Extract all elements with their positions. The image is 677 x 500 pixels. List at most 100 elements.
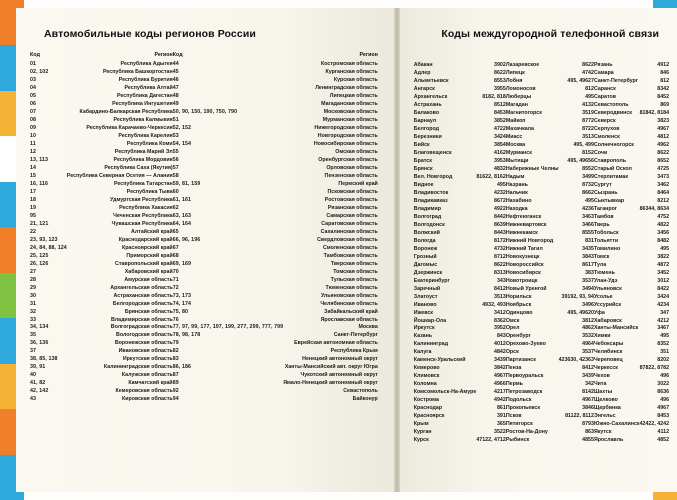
cell-phone-code: 4967: [494, 373, 506, 380]
cell-region: Республика Коми: [126, 140, 173, 147]
cell-code: 04: [30, 84, 37, 91]
cell-region: Республика Ингушетия: [112, 100, 173, 107]
cell-code: 62: [172, 204, 179, 211]
list-item: Смоленск 4812: [594, 134, 669, 143]
cell-phone-code: 3463: [582, 213, 594, 220]
cell-code: 33: [30, 316, 37, 323]
cell-city: Чехов: [593, 373, 610, 380]
cell-phone-code: 3499: [582, 173, 594, 180]
cell-phone-code: 3823: [657, 117, 670, 124]
list-item: Стерлитамак 3473: [594, 174, 669, 183]
cell-city: Нижневартовск: [505, 221, 547, 228]
table-row: 61, 161 Ростовская область: [173, 197, 380, 206]
list-item: Нижневартовск 3466: [505, 221, 594, 231]
cell-phone-code: 4212: [657, 317, 670, 324]
cell-code: 47: [172, 84, 179, 91]
cell-city: Пенза: [505, 365, 522, 372]
list-item: Березники 3424: [414, 134, 506, 143]
cell-code: 05: [30, 92, 37, 99]
cell-region: Приморский край: [126, 252, 173, 259]
cell-region: Челябинская область: [320, 300, 378, 307]
list-item: Каменск-Уральский 3439: [414, 358, 506, 366]
cell-city: Северск: [593, 117, 616, 124]
cell-region: Чувашская Республика: [111, 220, 173, 227]
cell-city: Уфа: [593, 309, 605, 316]
cell-code: 83: [172, 356, 179, 363]
cell-code: 02, 102: [30, 68, 49, 75]
cell-city: Братск: [413, 157, 432, 164]
list-item: Химки 495: [594, 334, 669, 342]
cell-city: Сыктывкар: [593, 197, 625, 204]
table-row: 16, 116 Республика Татарстан: [30, 181, 173, 190]
list-item: Тамбов 4752: [594, 214, 669, 223]
cell-region: Ханты-Мансийский авт. округ Югра: [284, 364, 378, 371]
cell-region: Владимирская область: [110, 316, 173, 323]
cell-phone-code: 4832: [494, 165, 506, 172]
table-row: 38, 85, 138 Иркутская область: [30, 357, 173, 365]
cell-code: 44: [172, 61, 179, 67]
list-item: Санкт-Петербург 812: [594, 78, 669, 87]
cell-city: Тюмень: [593, 269, 615, 276]
cell-region: Иркутская область: [122, 356, 173, 363]
cell-code: 25, 125: [30, 252, 49, 259]
cell-phone-code: 3513: [494, 293, 506, 300]
table-row: 86, 186 Ханты-Мансийский авт. округ Югра: [173, 365, 380, 373]
cell-phone-code: 4962: [657, 141, 670, 148]
cell-city: Щербинка: [593, 405, 621, 412]
list-item: Щербинка 4967: [594, 406, 669, 414]
table-row: 10 Республика Карелия: [30, 132, 173, 142]
cell-region: Астраханская область: [113, 292, 173, 299]
list-item: Орехово-Зуево 4964: [506, 342, 594, 350]
cell-region: Чеченская Республика: [113, 212, 173, 219]
list-item: Рязань 4912: [594, 62, 669, 71]
cell-city: Ангарск: [413, 85, 435, 92]
cell-code: 07: [30, 108, 37, 115]
list-item: Заречный 8412: [414, 286, 506, 295]
cell-phone-code: 8552: [582, 165, 594, 172]
cell-region: Краснодарский край: [118, 236, 173, 243]
phone-codes-columns: Абакан 3902 Адлер 8622 Альметьевск 8553 Ангарс…: [413, 62, 670, 446]
cell-region: Республика Северная Осетия — Алания: [66, 172, 173, 179]
table-row: 72 Тюменская область: [173, 285, 380, 294]
cell-city: Сургут: [593, 181, 612, 188]
cell-code: 67: [172, 244, 179, 251]
cell-region: Республика Марий Эл: [114, 148, 173, 155]
cell-city: Северодвинск: [593, 109, 632, 116]
cell-phone-code: 8443: [494, 229, 506, 236]
list-item: Волжский 8443: [414, 229, 506, 239]
list-item: Усолье 3424: [594, 294, 669, 303]
table-row: 21, 121 Чувашская Республика: [30, 220, 173, 230]
cell-phone-code: 495: [496, 181, 506, 188]
list-item: Люберцы 495: [506, 94, 594, 103]
table-row: 26, 126 Ставропольский край: [30, 261, 173, 270]
cell-phone-code: 496: [660, 397, 670, 404]
cell-region: Чукотский автономный округ: [300, 372, 378, 379]
list-item: Вел. Новгород 81622, 8162: [414, 174, 506, 183]
table-row: 70 Томская область: [173, 269, 380, 278]
cell-region: Ульяновская область: [320, 292, 378, 299]
list-item: Иваново 4932, 493: [413, 301, 506, 311]
cell-region: Нижегородская область: [314, 124, 378, 131]
list-item: Самара 846: [594, 70, 669, 79]
cell-phone-code: 8636: [657, 389, 670, 396]
cell-city: Магнитогорск: [505, 109, 542, 116]
table-row: 65 Сахалинская область: [173, 229, 380, 238]
list-item: Хабаровск 4212: [594, 317, 670, 327]
cell-city: Альметьевск: [413, 77, 449, 84]
table-row: 94 Байконур: [173, 397, 380, 405]
cell-code: 10: [30, 132, 37, 139]
cell-city: Южно-Сахалинск: [593, 421, 640, 428]
cell-city: Златоуст: [413, 293, 438, 300]
cell-phone-code: 8617: [582, 261, 594, 268]
cell-city: Майкоп: [505, 117, 526, 124]
cell-phone-code: 3537: [582, 349, 594, 356]
list-item: Южно-Сахалинск 42422, 4242: [594, 422, 669, 430]
table-row: 48 Липецкая область: [173, 93, 380, 102]
table-row: 75, 80 Забайкальский край: [173, 309, 380, 318]
list-item: Магнитогорск 3519: [505, 109, 594, 119]
cell-city: Оренбург: [505, 333, 531, 340]
cell-city: Пятигорск: [505, 421, 533, 428]
cell-city: Иваново: [413, 301, 437, 308]
table-row: 44 Костромская область: [172, 61, 380, 70]
table-row: 13, 113 Республика Мордовия: [30, 157, 173, 166]
